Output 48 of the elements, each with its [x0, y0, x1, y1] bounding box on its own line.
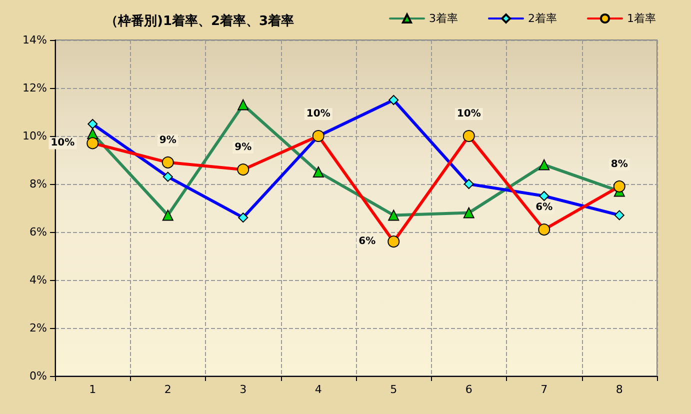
x-tick-label: 5: [390, 383, 398, 396]
point: [238, 212, 248, 223]
point: [538, 224, 550, 236]
data-label: 10%: [306, 108, 330, 120]
point: [162, 156, 174, 168]
data-label: 10%: [456, 108, 481, 120]
point: [388, 95, 399, 105]
y-tick-label: 12%: [22, 82, 47, 94]
point: [462, 130, 475, 142]
point: [463, 207, 474, 218]
point: [538, 159, 550, 170]
y-tick-label: 0%: [30, 370, 47, 382]
x-tick-label: 6: [465, 383, 472, 396]
y-tick-label: 4%: [30, 274, 47, 286]
data-label: 9%: [234, 142, 252, 154]
point: [388, 236, 400, 248]
x-tick-label: 4: [314, 383, 322, 396]
point: [86, 137, 99, 150]
y-tick-label: 10%: [22, 130, 47, 142]
point: [614, 210, 624, 220]
point: [464, 179, 474, 189]
x-tick-label: 8: [616, 383, 623, 396]
point: [539, 191, 550, 201]
y-tick-label: 14%: [22, 34, 47, 46]
data-label: 6%: [536, 202, 553, 214]
point: [388, 210, 400, 221]
data-label: 8%: [610, 158, 628, 170]
x-tick-label: 7: [540, 383, 548, 396]
point: [238, 99, 249, 110]
data-label: 10%: [50, 138, 75, 149]
point: [312, 166, 324, 178]
x-tick-label: 1: [89, 383, 96, 396]
x-tick-label: 3: [240, 383, 247, 396]
data-label: 6%: [358, 236, 376, 248]
legend-label: 1着率: [627, 12, 656, 25]
legend-label: 3着率: [429, 12, 458, 25]
point: [88, 119, 98, 129]
y-tick-label: 2%: [30, 322, 47, 334]
x-tick-label: 2: [164, 383, 172, 396]
point: [613, 180, 626, 192]
point: [162, 172, 173, 182]
point: [162, 210, 174, 221]
legend-label: 2着率: [528, 12, 558, 25]
chart-title: （枠番別)1着率、2着率、3着率: [105, 13, 294, 29]
y-tick-label: 8%: [30, 178, 47, 190]
point: [237, 164, 250, 176]
data-label: 9%: [159, 134, 176, 146]
y-tick-label: 6%: [30, 226, 47, 238]
